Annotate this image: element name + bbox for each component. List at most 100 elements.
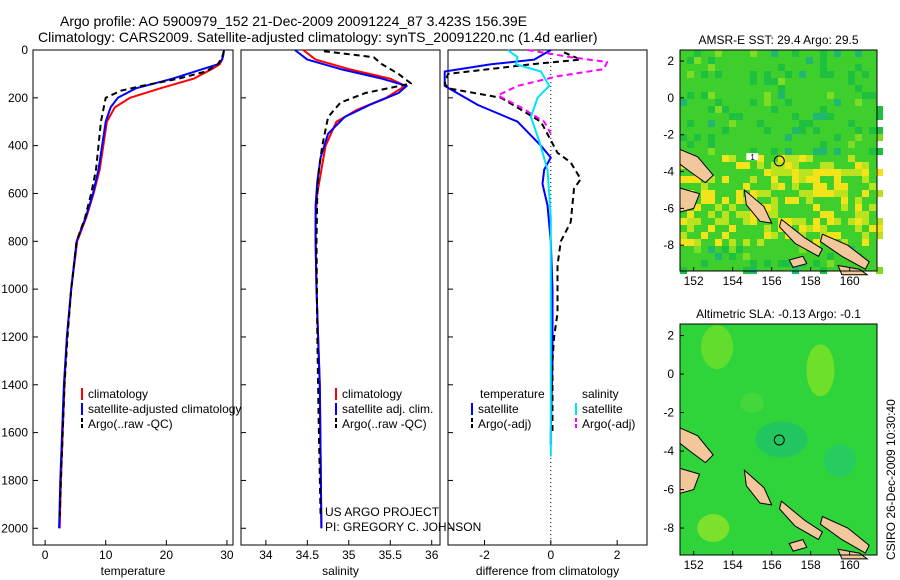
sst-pixel — [855, 197, 862, 204]
sst-map-xtick-label: 160 — [840, 274, 860, 288]
sst-pixel — [862, 92, 869, 99]
sst-pixel — [708, 134, 715, 141]
sst-pixel — [701, 260, 708, 267]
sst-pixel — [771, 197, 778, 204]
difference-series-salinity-argo-adj- — [496, 49, 609, 135]
float-position-marker — [773, 155, 785, 167]
sst-pixel — [813, 127, 820, 134]
sst-pixel — [708, 190, 715, 197]
sst-pixel — [785, 197, 792, 204]
sst-pixel — [687, 239, 694, 246]
sst-pixel — [750, 176, 757, 183]
difference-legend-label: Argo(-adj) — [478, 417, 531, 431]
sst-pixel — [869, 92, 876, 99]
difference-legend-label: satellite — [582, 402, 623, 416]
sst-pixel — [750, 218, 757, 225]
sst-pixel — [715, 253, 722, 260]
temperature-series-satellite-adjusted-climatology — [58, 49, 225, 529]
difference-legend-label: satellite — [478, 402, 519, 416]
sst-pixel — [869, 225, 876, 232]
sst-pixel — [841, 169, 848, 176]
sst-pixel — [771, 162, 778, 169]
sst-pixel — [771, 106, 778, 113]
sst-pixel — [799, 218, 806, 225]
sst-pixel — [722, 176, 729, 183]
sla-map-xtick-label: 152 — [684, 558, 704, 572]
sst-pixel — [729, 246, 736, 253]
sst-pixel — [785, 71, 792, 78]
float-position-marker — [773, 434, 785, 446]
sst-pixel — [764, 78, 771, 85]
land-polygon — [743, 188, 773, 224]
salinity-xtick-label: 34.5 — [296, 548, 320, 562]
sla-map-ytick-label: -8 — [663, 521, 674, 535]
sst-pixel — [799, 155, 806, 162]
sst-pixel — [792, 183, 799, 190]
sst-pixel — [876, 232, 883, 239]
difference-panel: -2 0 2 difference from climatology temperatu… — [443, 49, 648, 578]
sst-pixel — [680, 134, 687, 141]
sst-pixel — [799, 176, 806, 183]
sst-pixel — [722, 246, 729, 253]
sst-pixel — [848, 141, 855, 148]
sst-pixel — [750, 99, 757, 106]
sst-pixel — [701, 232, 708, 239]
sst-pixel — [841, 204, 848, 211]
sst-pixel — [694, 50, 701, 57]
sst-pixel — [841, 190, 848, 197]
sst-pixel — [813, 176, 820, 183]
sst-pixel — [736, 246, 743, 253]
sst-pixel — [715, 99, 722, 106]
sst-pixel — [848, 169, 855, 176]
sst-pixel — [820, 211, 827, 218]
temperature-xtick-label: 10 — [99, 548, 113, 562]
sst-pixel — [694, 57, 701, 64]
temperature-ytick-label: 1600 — [1, 426, 28, 440]
sst-pixel — [736, 162, 743, 169]
sla-blob — [740, 392, 765, 413]
land-polygon — [819, 233, 870, 270]
sst-pixel — [743, 211, 750, 218]
sst-pixel — [771, 148, 778, 155]
sst-pixel — [708, 197, 715, 204]
sla-blob — [697, 514, 730, 543]
profile-number-label: 1 — [750, 153, 755, 162]
sst-pixel — [820, 71, 827, 78]
sst-pixel — [862, 218, 869, 225]
sst-pixel — [862, 162, 869, 169]
sst-pixel — [834, 99, 841, 106]
sst-pixel — [862, 71, 869, 78]
sst-map-ytick-label: -6 — [663, 201, 674, 215]
temperature-xtick-label: 30 — [220, 548, 234, 562]
sst-pixel — [771, 50, 778, 57]
sst-pixel — [869, 127, 876, 134]
sst-pixel — [750, 71, 757, 78]
sla-blob — [701, 325, 734, 370]
sst-pixel — [680, 99, 687, 106]
sst-pixel — [813, 113, 820, 120]
sst-pixel — [820, 148, 827, 155]
salinity-xtick-label: 35 — [342, 548, 356, 562]
sst-pixel — [729, 225, 736, 232]
sst-pixel — [876, 113, 883, 120]
sst-pixel — [834, 148, 841, 155]
sst-pixel — [715, 50, 722, 57]
salinity-legend-label: climatology — [342, 387, 402, 401]
sst-pixel — [792, 127, 799, 134]
sst-pixel — [715, 239, 722, 246]
sst-pixel — [778, 78, 785, 85]
sst-map-title: AMSR-E SST: 29.4 Argo: 29.5 — [698, 33, 858, 47]
land-polygon — [819, 515, 870, 554]
credit-timestamp: CSIRO 26-Dec-2009 10:30:40 — [884, 399, 898, 560]
sst-map-xtick-label: 152 — [684, 274, 704, 288]
sst-pixel — [722, 106, 729, 113]
sst-pixel — [827, 218, 834, 225]
temperature-ytick-label: 400 — [8, 139, 28, 153]
temperature-legend-label: Argo(..raw -QC) — [88, 417, 173, 431]
sst-pixel — [757, 120, 764, 127]
difference-legend-label: temperature — [480, 387, 545, 401]
temperature-ytick-label: 1200 — [1, 330, 28, 344]
sst-pixel — [708, 92, 715, 99]
sst-pixel — [715, 218, 722, 225]
sst-pixel — [876, 169, 883, 176]
